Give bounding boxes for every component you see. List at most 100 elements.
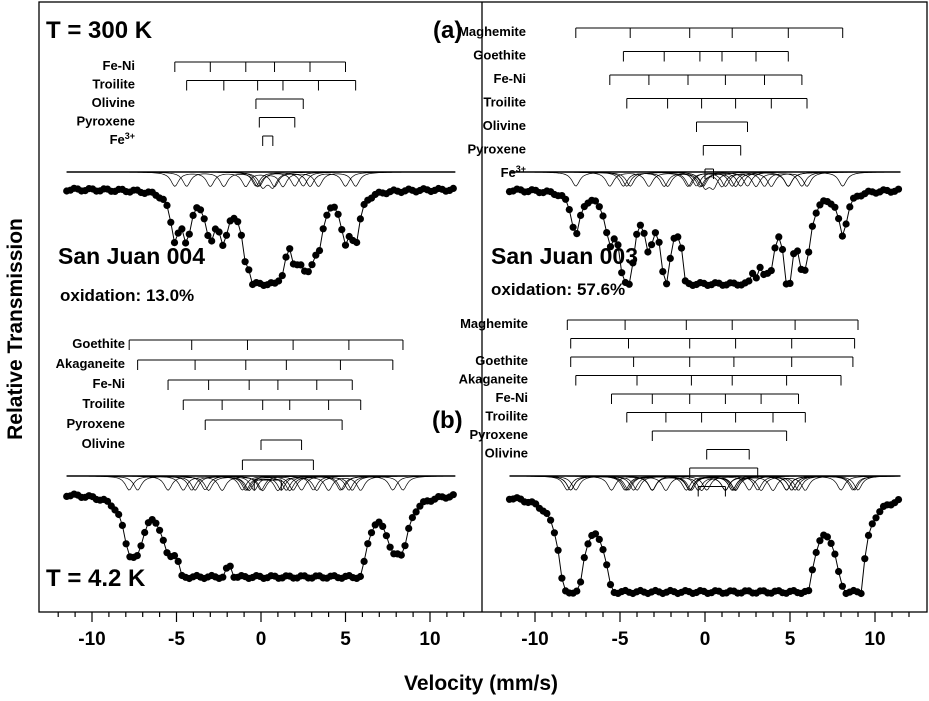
data-point [323,211,331,219]
spectrum-panel-bottom-right: Maghemite Goethite Akaganeite Fe-Ni Troilite… [459,316,903,598]
data-point [603,229,611,237]
component-label-Goethite: Goethite [473,48,526,63]
data-point [196,206,205,214]
plot-frame [38,1,928,613]
data-point [827,539,835,548]
data-point [606,581,615,589]
data-point [805,248,813,256]
data-point [170,552,179,560]
data-point [846,203,854,211]
data-point [876,508,884,516]
data-point [580,554,588,562]
component-label-Troilite: Troilite [82,396,125,411]
data-point [159,536,167,544]
component-label-Maghemite: Maghemite [458,24,526,39]
component-label-Pyroxene: Pyroxene [76,114,135,129]
data-point [319,225,327,233]
data-point [745,277,753,285]
component-label-Olivine: Olivine [82,436,125,451]
data-point [558,574,566,582]
data-point [364,540,372,548]
data-point [170,239,179,247]
component-label-Olivine: Olivine [483,118,526,133]
data-point [577,578,585,586]
component-label-Pyroxene: Pyroxene [469,427,528,442]
data-point [659,268,667,276]
data-point [894,496,903,504]
x-tick-label: 10 [419,629,440,650]
data-point [801,266,809,274]
data-point [603,561,611,569]
data-point [163,201,171,209]
data-point [812,209,820,217]
data-point [182,239,190,247]
data-point [644,248,652,256]
y-axis-label: Relative Transmission [4,218,27,440]
data-point [367,529,376,537]
component-label-Akaganeite: Akaganeite [459,372,528,387]
data-point [640,229,648,237]
data-point [674,233,682,241]
data-point [629,259,637,267]
data-point [805,587,813,595]
data-point [185,230,193,238]
x-axis-ticks: -10 -5 0 5 10 -10 -5 0 5 10 [57,612,910,650]
data-point [356,215,364,223]
subspectrum [509,171,900,190]
subspectrum [66,171,455,187]
temperature-label-top: T = 300 K [46,17,153,44]
data-point [584,540,592,548]
data-point [655,238,663,246]
component-label-Maghemite: Maghemite [460,316,528,331]
data-point [152,519,160,527]
data-point [595,535,603,544]
data-point [412,508,420,516]
data-point [894,185,903,193]
x-tick-label: -5 [612,629,629,650]
data-point [547,516,555,524]
data-point [633,230,641,238]
data-point [304,268,312,276]
spectrum-panel-bottom-left: Goethite Akaganeite Fe-Ni Troilite Pyroxene O… [56,336,457,583]
component-label-Pyroxene: Pyroxene [467,142,526,157]
data-point [591,530,600,538]
component-label-Pyroxene: Pyroxene [66,416,125,431]
x-tick-label: 10 [864,629,885,650]
data-point [872,514,880,522]
data-point [219,573,227,581]
component-label-Fe-Ni: Fe-Ni [103,58,136,73]
data-point [167,218,175,226]
sample-name-right: San Juan 003 [491,243,638,269]
data-point [401,542,409,550]
data-point [174,557,182,566]
x-tick-label: -10 [521,629,548,650]
data-point [752,274,760,282]
data-point [405,524,413,533]
data-point [449,184,457,192]
data-point [610,235,618,243]
plot-border [38,1,928,613]
figure-texts: Relative Transmission Velocity (mm/s) T … [4,17,638,695]
data-point [614,241,622,249]
spectra-panels: Fe-Ni Troilite Olivine Pyroxene Fe3+ Maghemit… [56,24,903,598]
component-label-Troilite: Troilite [485,409,528,424]
data-point [379,522,387,531]
data-point [386,543,394,551]
data-point [651,229,660,237]
data-point [857,589,865,598]
data-point [591,197,600,205]
data-point [382,532,390,540]
data-point [812,548,820,557]
data-point [823,533,832,541]
panel-label-b: (b) [432,407,463,434]
x-axis-label: Velocity (mm/s) [404,672,558,695]
spectrum-panel-top-right: Maghemite Goethite Fe-Ni Troilite Olivine Pyr… [458,24,903,289]
data-point [816,537,824,545]
data-point [118,521,126,530]
data-point [330,203,338,211]
data-point [677,244,686,252]
x-tick-label: 5 [340,629,351,650]
subspectrum [66,475,455,491]
subspectrum [66,171,455,189]
data-point [353,238,361,247]
